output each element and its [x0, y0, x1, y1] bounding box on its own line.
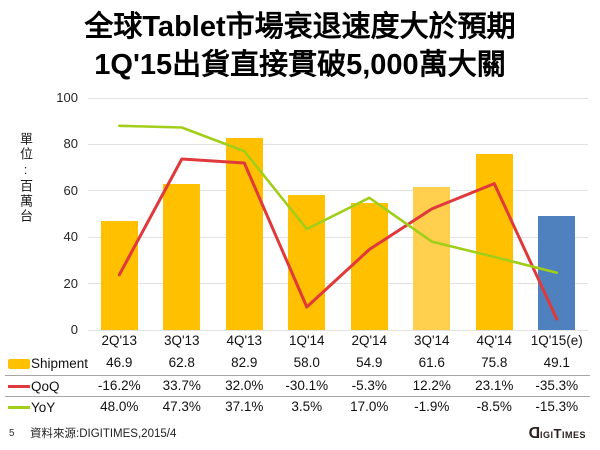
value-cell: 61.6 [418, 355, 445, 370]
value-cell: 49.1 [543, 355, 570, 370]
value-cell: 82.9 [231, 355, 258, 370]
y-axis-tick-label: 20 [63, 275, 78, 291]
value-cell: -1.9% [414, 399, 450, 414]
shipment-bar [350, 202, 388, 330]
value-cell: 23.1% [475, 378, 514, 393]
y-axis-tick-label: 0 [70, 322, 78, 337]
legend-shipment: Shipment [8, 353, 88, 374]
shipment-bar [225, 137, 263, 330]
qoq-line [117, 157, 559, 321]
legend-yoy-label: YoY [31, 400, 56, 415]
value-cell: 3.5% [291, 399, 323, 414]
value-cell: 37.1% [225, 399, 264, 414]
gridline [88, 190, 588, 192]
value-cell: 62.8 [168, 355, 195, 370]
gridline [88, 236, 588, 238]
plot-area [88, 97, 588, 331]
value-cell: -15.3% [535, 399, 579, 414]
value-cell: -8.5% [476, 399, 512, 414]
value-cell: 58.0 [293, 355, 320, 370]
value-cell: 32.0% [225, 378, 264, 393]
value-cell: 75.8 [481, 355, 508, 370]
line-series-layer [117, 124, 559, 321]
table-row-yoy: YoY 48.0% 47.3% 37.1% 3.5% 17.0% -1.9% -8.5% -1… [5, 396, 590, 417]
chart-title-line1: 全球Tablet市場衰退速度大於預期 [84, 11, 516, 43]
value-cell: 46.9 [106, 355, 133, 370]
x-axis-label: 3Q'14 [413, 333, 450, 348]
yoy-swatch-icon [8, 406, 30, 409]
x-axis-label: 1Q'15(e) [530, 333, 583, 348]
gridline [88, 143, 588, 145]
digitimes-logo-rest: igiTimes [540, 426, 586, 441]
digitimes-logo-d: D [527, 425, 541, 442]
y-axis-tick-label: 60 [63, 182, 78, 198]
gridline [88, 97, 588, 99]
legend-yoy: YoY [8, 397, 55, 418]
value-cell: 33.7% [162, 378, 201, 393]
x-axis-label: 4Q'13 [226, 333, 263, 348]
qoq-swatch-icon [8, 385, 30, 388]
source-text: 資料來源:DIGITIMES,2015/4 [30, 428, 177, 440]
y-axis-tick-label: 80 [63, 136, 78, 152]
legend-qoq: QoQ [8, 376, 60, 397]
shipment-swatch-icon [8, 358, 30, 369]
value-cell: -16.2% [97, 378, 141, 393]
yoy-line [117, 124, 559, 274]
x-axis-labels-row: 2Q'13 3Q'13 4Q'13 1Q'14 2Q'14 3Q'14 4Q'14 1Q'15… [5, 331, 590, 352]
value-cell: 12.2% [412, 378, 451, 393]
value-cell: 47.3% [162, 399, 201, 414]
gridline [88, 329, 588, 331]
value-cell: 17.0% [350, 399, 389, 414]
legend-qoq-label: QoQ [31, 379, 60, 394]
legend-shipment-label: Shipment [31, 356, 89, 371]
y-axis-unit-label: 單位:百萬台 [18, 132, 33, 224]
value-cell: -30.1% [285, 378, 329, 393]
shipment-bar [413, 187, 451, 330]
y-axis-tick-label: 40 [63, 229, 78, 245]
value-cell: 48.0% [100, 399, 139, 414]
value-cell: -35.3% [535, 378, 579, 393]
x-axis-label: 4Q'14 [476, 333, 513, 348]
table-row-qoq: QoQ -16.2% 33.7% 32.0% -30.1% -5.3% 12.2% 23.1… [5, 375, 590, 396]
x-axis-label: 3Q'13 [163, 333, 200, 348]
x-axis-label: 1Q'14 [288, 333, 325, 348]
page-number: 5 [9, 428, 15, 439]
chart-title-line2: 1Q'15出貨直接貫破5,000萬大關 [94, 49, 506, 81]
y-axis-tick-label: 100 [56, 90, 78, 105]
value-cell: 54.9 [356, 355, 383, 370]
x-axis-label: 2Q'14 [351, 333, 388, 348]
value-cell: -5.3% [351, 378, 387, 393]
table-row-shipment: Shipment 46.9 62.8 82.9 58.0 54.9 61.6 75.8 49.… [5, 353, 590, 374]
shipment-bar [163, 184, 201, 330]
x-axis-label: 2Q'13 [101, 333, 138, 348]
gridline [88, 283, 588, 285]
